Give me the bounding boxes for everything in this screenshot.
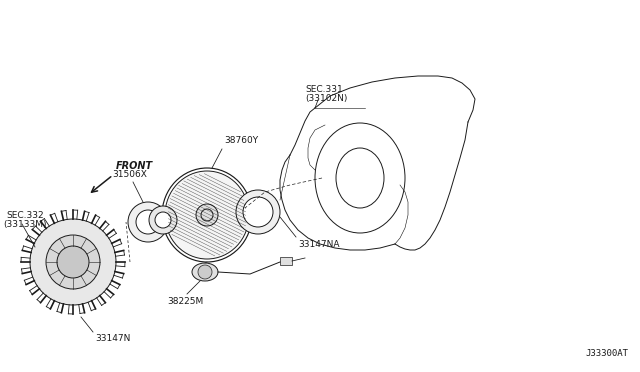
- Text: J33300AT: J33300AT: [585, 349, 628, 358]
- Bar: [280, 257, 292, 265]
- Text: (33102N): (33102N): [305, 94, 348, 103]
- Circle shape: [30, 219, 116, 305]
- Circle shape: [149, 206, 177, 234]
- Circle shape: [236, 190, 280, 234]
- Text: (33133M): (33133M): [3, 220, 47, 229]
- Circle shape: [128, 202, 168, 242]
- Text: 38760Y: 38760Y: [224, 136, 258, 145]
- Text: 33147NA: 33147NA: [298, 240, 339, 249]
- Circle shape: [136, 210, 160, 234]
- Ellipse shape: [192, 263, 218, 281]
- Text: SEC.332: SEC.332: [6, 211, 44, 220]
- Text: 38225M: 38225M: [167, 297, 203, 306]
- Text: SEC.331: SEC.331: [305, 85, 343, 94]
- Circle shape: [198, 265, 212, 279]
- Circle shape: [57, 246, 89, 278]
- Text: 31506X: 31506X: [113, 170, 147, 179]
- Text: FRONT: FRONT: [116, 161, 153, 171]
- Circle shape: [155, 212, 171, 228]
- Text: 33147N: 33147N: [95, 334, 131, 343]
- Ellipse shape: [165, 171, 249, 259]
- Ellipse shape: [196, 204, 218, 226]
- Circle shape: [243, 197, 273, 227]
- Circle shape: [46, 235, 100, 289]
